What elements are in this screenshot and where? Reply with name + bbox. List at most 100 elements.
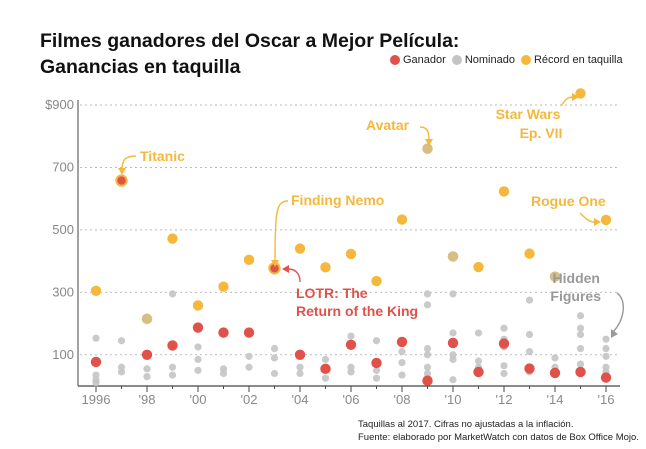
- legend-item-nominee: Nominado: [451, 54, 515, 66]
- nominee-point: [525, 296, 534, 304]
- legend-dot-record: [520, 55, 531, 65]
- x-tick-label: 1996: [82, 392, 111, 407]
- winner-point: [90, 356, 102, 368]
- nominee-point: [576, 324, 585, 332]
- nominee-record-point: [141, 313, 153, 325]
- winner-point: [396, 336, 408, 348]
- x-tick-label: '06: [343, 392, 360, 407]
- record-point: [524, 248, 535, 259]
- footer-note: Taquillas al 2017. Cifras no ajustadas a…: [358, 419, 574, 430]
- annotation-hidden-figures-line-2: Figures: [550, 288, 601, 304]
- winner-point: [141, 349, 153, 360]
- winner-point: [549, 367, 561, 379]
- nominee-point: [92, 334, 100, 342]
- nominee-point: [602, 352, 610, 360]
- annotation-titanic: Titanic: [140, 148, 185, 164]
- arrow-rogue-one-head: [594, 218, 601, 226]
- winner-point: [575, 366, 586, 378]
- winner-point: [294, 349, 306, 360]
- nominee-point: [423, 344, 432, 353]
- nominee-point: [576, 360, 585, 368]
- arrow-titanic: [121, 155, 137, 171]
- nominee-point: [449, 290, 457, 298]
- nominee-point: [347, 332, 355, 340]
- arrow-avatar: [419, 126, 430, 141]
- winner-point: [345, 339, 357, 350]
- footer-source: Fuente: elaborado por MarketWatch con da…: [358, 431, 639, 443]
- nominee-point: [194, 355, 202, 364]
- nominee-point: [347, 368, 355, 376]
- nominee-record-point: [447, 251, 459, 262]
- winner-point: [218, 327, 229, 338]
- winner-point: [243, 327, 255, 338]
- nominee-point: [398, 371, 406, 379]
- winner-point: [447, 337, 459, 349]
- x-tick-label: '16: [598, 392, 615, 407]
- record-point: [498, 186, 510, 197]
- nominee-point: [168, 363, 177, 371]
- nominee-point: [423, 301, 432, 309]
- nominee-point: [143, 365, 151, 373]
- page-title: Filmes ganadores del Oscar a Mejor Pelíc…: [40, 28, 459, 81]
- nominee-point: [423, 363, 432, 371]
- nominee-point: [194, 343, 202, 351]
- nominee-point: [321, 374, 330, 382]
- nominee-point: [117, 337, 126, 345]
- arrow-finding-nemo: [274, 200, 289, 263]
- nominee-point: [168, 371, 177, 379]
- annotation-finding-nemo: Finding Nemo: [291, 192, 384, 208]
- nominee-point: [398, 348, 406, 356]
- y-tick-label: 300: [52, 284, 74, 299]
- winner-point: [371, 357, 382, 369]
- annotation-lotr-line-2: Return of the King: [296, 303, 418, 319]
- record-point: [90, 285, 102, 296]
- winner-point: [167, 340, 178, 351]
- nominee-point: [296, 363, 304, 371]
- y-tick-label: $900: [45, 97, 74, 112]
- winner-point: [600, 372, 612, 383]
- annotation-rogue-one: Rogue One: [531, 193, 606, 209]
- nominee-point: [245, 352, 253, 360]
- record-point: [345, 248, 357, 260]
- nominee-point: [449, 329, 457, 337]
- nominee-point: [194, 366, 202, 374]
- x-tick-label: '98: [139, 392, 156, 407]
- legend-label-record: Récord en taquilla: [533, 54, 623, 66]
- winner-point: [320, 363, 331, 375]
- nominee-point: [92, 379, 100, 387]
- nominee-point: [270, 344, 279, 353]
- nominee-point: [474, 357, 483, 365]
- record-point: [371, 275, 382, 287]
- annotation-star-wars: Star Wars: [496, 106, 561, 122]
- x-tick-label: '04: [292, 392, 309, 407]
- nominee-record-point: [549, 271, 561, 282]
- arrow-lotr-head: [282, 265, 289, 273]
- nominee-point: [576, 312, 585, 320]
- y-axis-ticks: $900 700 500 300 100: [45, 97, 74, 362]
- winner-point: [422, 375, 433, 386]
- record-point: [320, 262, 331, 273]
- winner-point: [498, 338, 510, 349]
- y-tick-label: 100: [52, 347, 74, 362]
- nominee-point: [551, 354, 559, 362]
- record-point: [396, 214, 408, 225]
- nominee-record-point: [422, 143, 433, 154]
- data-points: [90, 88, 612, 387]
- record-point: [167, 233, 178, 244]
- legend-label-winner: Ganador: [403, 54, 446, 66]
- record-point: [218, 281, 229, 292]
- legend-item-winner: Ganador: [390, 54, 446, 66]
- nominee-point: [576, 344, 585, 353]
- nominee-point: [449, 376, 457, 384]
- record-point: [192, 300, 204, 311]
- nominee-point: [270, 369, 279, 378]
- x-tick-label: '10: [445, 392, 462, 407]
- record-point: [600, 214, 612, 226]
- nominee-point: [423, 351, 432, 359]
- winner-point: [524, 363, 535, 374]
- nominee-point: [296, 369, 304, 378]
- legend-dot-nominee: [451, 55, 462, 65]
- nominee-point: [525, 348, 534, 356]
- annotation-avatar: Avatar: [366, 117, 410, 133]
